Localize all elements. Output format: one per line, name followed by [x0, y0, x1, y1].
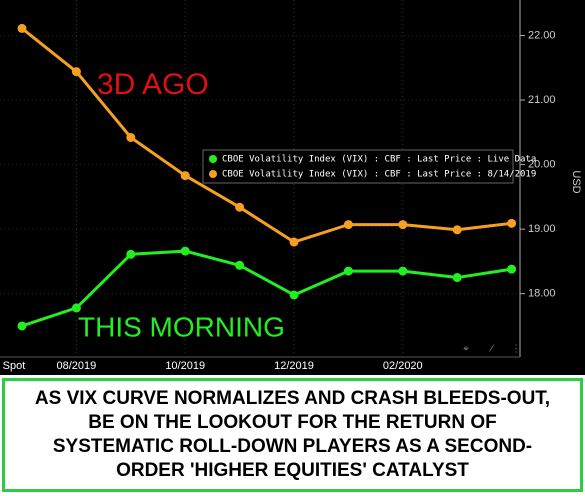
caption-line: SYSTEMATIC ROLL-DOWN PLAYERS AS A SECOND…: [52, 436, 533, 457]
caption-line: BE ON THE LOOKOUT FOR THE RETURN OF: [88, 412, 497, 433]
caption-box: AS VIX CURVE NORMALIZES AND CRASH BLEEDS…: [2, 378, 583, 492]
data-point: [180, 171, 190, 181]
data-point: [507, 264, 517, 274]
chart: USD ⌖ ∕ ⋮ 18.00 19.00 20.00 21.00 22.00 Spot 0…: [0, 0, 585, 375]
data-point: [235, 202, 245, 212]
data-point: [17, 23, 27, 33]
data-point: [126, 132, 136, 142]
toolbar: ⌖ ∕ ⋮: [463, 344, 521, 355]
legend-label: CBOE Volatility Index (VIX) : CBF : Last…: [222, 155, 536, 165]
annotation: 3D AGO: [97, 68, 209, 101]
legend-marker: [209, 155, 217, 163]
y-axis-label: USD: [570, 170, 582, 193]
legend-label: CBOE Volatility Index (VIX) : CBF : Last…: [222, 170, 536, 180]
x-tick-label: Spot: [3, 360, 26, 372]
x-tick-label: 08/2019: [57, 360, 97, 372]
data-point: [71, 303, 81, 313]
series-line: [21, 249, 512, 328]
caption-line: AS VIX CURVE NORMALIZES AND CRASH BLEEDS…: [34, 388, 551, 409]
svg-text:∕: ∕: [488, 344, 494, 355]
series-line: [21, 27, 512, 244]
data-point: [343, 220, 353, 230]
data-point: [452, 225, 462, 235]
x-tick-label: 02/2020: [383, 360, 423, 372]
data-point: [398, 266, 408, 276]
annotation: THIS MORNING: [78, 311, 285, 342]
y-tick-label: 22.00: [528, 29, 556, 41]
svg-text:⋮: ⋮: [511, 344, 521, 355]
chart-background: [0, 0, 585, 375]
caption-line: ORDER 'HIGHER EQUITIES' CATALYST: [116, 460, 469, 481]
x-tick-label: 12/2019: [274, 360, 314, 372]
legend-box: [202, 149, 514, 184]
y-tick-label: 21.00: [528, 94, 556, 106]
data-point: [289, 290, 299, 300]
data-point: [17, 321, 27, 331]
data-point: [235, 260, 245, 270]
y-tick-label: 20.00: [528, 158, 556, 170]
legend-marker: [209, 170, 217, 178]
y-tick-label: 19.00: [528, 223, 556, 235]
data-point: [126, 249, 136, 259]
x-tick-label: 10/2019: [165, 360, 205, 372]
data-point: [507, 218, 517, 228]
legend: CBOE Volatility Index (VIX) : CBF : Last…: [202, 149, 536, 184]
data-point: [452, 273, 462, 283]
data-point: [343, 266, 353, 276]
y-tick-label: 18.00: [528, 288, 556, 300]
svg-text:⌖: ⌖: [463, 344, 469, 355]
data-point: [398, 220, 408, 230]
data-point: [71, 67, 81, 77]
data-point: [289, 237, 299, 247]
data-point: [180, 246, 190, 256]
